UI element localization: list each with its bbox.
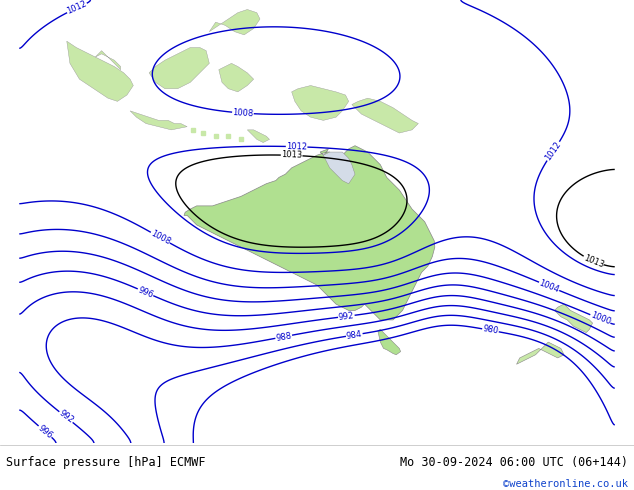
- Polygon shape: [555, 304, 593, 333]
- Text: 1013: 1013: [582, 253, 605, 270]
- Text: Mo 30-09-2024 06:00 UTC (06+144): Mo 30-09-2024 06:00 UTC (06+144): [399, 456, 628, 468]
- Polygon shape: [517, 342, 564, 364]
- Text: 980: 980: [482, 324, 499, 336]
- Polygon shape: [219, 63, 254, 92]
- Polygon shape: [130, 111, 187, 130]
- Text: 1012: 1012: [543, 140, 563, 162]
- Text: 996: 996: [136, 285, 155, 299]
- Text: Surface pressure [hPa] ECMWF: Surface pressure [hPa] ECMWF: [6, 456, 206, 468]
- Polygon shape: [247, 130, 269, 143]
- Text: 1013: 1013: [281, 150, 302, 160]
- Text: 1012: 1012: [65, 0, 88, 16]
- Polygon shape: [149, 48, 209, 89]
- Polygon shape: [67, 41, 133, 101]
- Polygon shape: [209, 9, 260, 35]
- Text: 1008: 1008: [149, 229, 172, 246]
- Text: ©weatheronline.co.uk: ©weatheronline.co.uk: [503, 479, 628, 490]
- Text: 1012: 1012: [286, 142, 307, 151]
- Text: 984: 984: [346, 329, 363, 341]
- Text: 1004: 1004: [538, 278, 560, 294]
- Text: 996: 996: [36, 423, 54, 440]
- Polygon shape: [323, 152, 355, 184]
- Text: 992: 992: [57, 409, 75, 425]
- Text: 1008: 1008: [232, 108, 254, 118]
- Polygon shape: [292, 86, 349, 121]
- Polygon shape: [378, 329, 401, 355]
- Polygon shape: [95, 50, 120, 70]
- Text: 988: 988: [275, 331, 292, 343]
- Text: 992: 992: [338, 311, 354, 322]
- Text: 1000: 1000: [589, 311, 612, 327]
- Polygon shape: [352, 98, 418, 133]
- Polygon shape: [184, 146, 435, 320]
